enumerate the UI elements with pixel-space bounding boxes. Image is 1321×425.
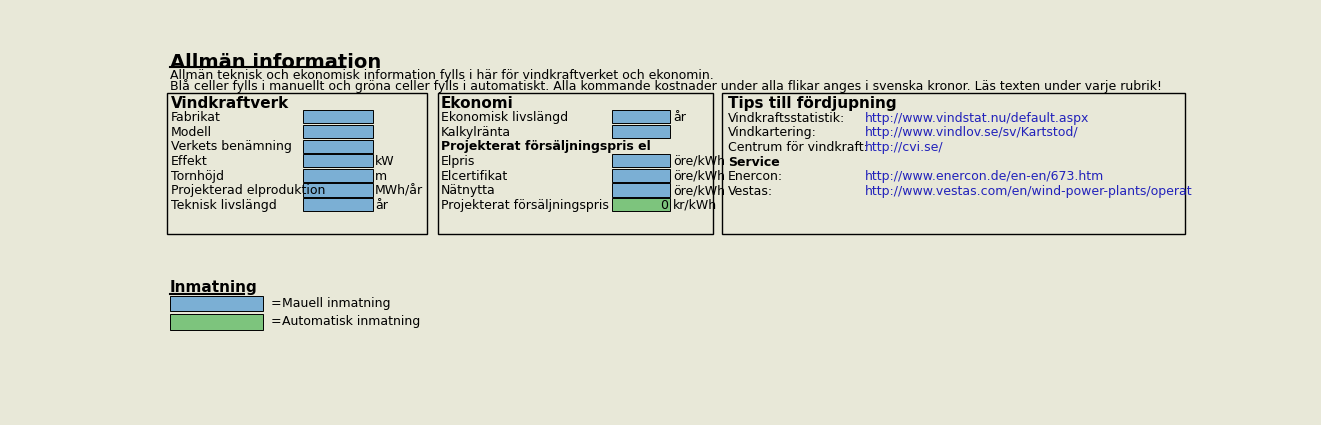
Text: Mauell inmatning: Mauell inmatning: [283, 297, 391, 310]
Text: http://www.vestas.com/en/wind-power-plants/operat: http://www.vestas.com/en/wind-power-plan…: [865, 185, 1193, 198]
Text: Service: Service: [728, 156, 779, 169]
Text: Centrum för vindkraft:: Centrum för vindkraft:: [728, 141, 868, 154]
Text: Effekt: Effekt: [170, 155, 207, 168]
Bar: [613, 154, 671, 167]
Text: Modell: Modell: [170, 126, 211, 139]
Bar: [721, 94, 1185, 234]
Text: Tips till fördjupning: Tips till fördjupning: [728, 96, 897, 110]
Text: m: m: [375, 170, 387, 183]
Text: öre/kWh: öre/kWh: [672, 170, 725, 183]
Text: Vindkartering:: Vindkartering:: [728, 127, 816, 139]
Text: Verkets benämning: Verkets benämning: [170, 140, 292, 153]
Text: öre/kWh: öre/kWh: [672, 155, 725, 168]
Bar: [168, 94, 427, 234]
Text: Ekonomi: Ekonomi: [441, 96, 514, 110]
Text: Fabrikat: Fabrikat: [170, 111, 221, 124]
Text: Vindkraftsstatistik:: Vindkraftsstatistik:: [728, 112, 845, 125]
Text: Enercon:: Enercon:: [728, 170, 783, 183]
Bar: [170, 314, 263, 330]
Bar: [613, 198, 671, 211]
Text: Projekterad elproduktion: Projekterad elproduktion: [170, 184, 325, 197]
Text: =: =: [271, 297, 281, 310]
Bar: [303, 184, 373, 196]
Text: år: år: [375, 199, 388, 212]
Text: år: år: [672, 111, 686, 124]
Text: http://www.enercon.de/en-en/673.htm: http://www.enercon.de/en-en/673.htm: [865, 170, 1104, 183]
Text: Automatisk inmatning: Automatisk inmatning: [283, 315, 420, 328]
Text: Projekterat försäljningspris: Projekterat försäljningspris: [441, 199, 609, 212]
Text: öre/kWh: öre/kWh: [672, 184, 725, 197]
Text: Projekterat försäljningspris el: Projekterat försäljningspris el: [441, 140, 651, 153]
Text: Elcertifikat: Elcertifikat: [441, 170, 509, 183]
Bar: [303, 125, 373, 138]
Bar: [303, 154, 373, 167]
Text: Allmän information: Allmän information: [170, 53, 380, 72]
Bar: [303, 169, 373, 182]
Text: =: =: [271, 315, 281, 328]
Text: http://www.vindstat.nu/default.aspx: http://www.vindstat.nu/default.aspx: [865, 112, 1090, 125]
Bar: [439, 94, 713, 234]
Bar: [303, 110, 373, 123]
Text: kW: kW: [375, 155, 395, 168]
Text: http://cvi.se/: http://cvi.se/: [865, 141, 943, 154]
Text: http://www.vindlov.se/sv/Kartstod/: http://www.vindlov.se/sv/Kartstod/: [865, 127, 1078, 139]
Text: kr/kWh: kr/kWh: [672, 199, 717, 212]
Bar: [303, 198, 373, 211]
Bar: [613, 169, 671, 182]
Text: 0: 0: [660, 199, 668, 212]
Text: Inmatning: Inmatning: [170, 280, 258, 295]
Text: MWh/år: MWh/år: [375, 184, 423, 197]
Text: Vestas:: Vestas:: [728, 185, 773, 198]
Text: Allmän teknisk och ekonomisk information fylls i här för vindkraftverket och eko: Allmän teknisk och ekonomisk information…: [170, 69, 713, 82]
Bar: [303, 139, 373, 153]
Bar: [613, 110, 671, 123]
Text: Nätnytta: Nätnytta: [441, 184, 495, 197]
Bar: [613, 184, 671, 196]
Text: Teknisk livslängd: Teknisk livslängd: [170, 199, 276, 212]
Text: Ekonomisk livslängd: Ekonomisk livslängd: [441, 111, 568, 124]
Text: Blå celler fylls i manuellt och gröna celler fylls i automatiskt. Alla kommande : Blå celler fylls i manuellt och gröna ce…: [170, 79, 1161, 94]
Bar: [170, 296, 263, 311]
Text: Vindkraftverk: Vindkraftverk: [170, 96, 289, 110]
Bar: [613, 125, 671, 138]
Text: Elpris: Elpris: [441, 155, 476, 168]
Text: Tornhöjd: Tornhöjd: [170, 170, 223, 183]
Text: Kalkylränta: Kalkylränta: [441, 126, 511, 139]
